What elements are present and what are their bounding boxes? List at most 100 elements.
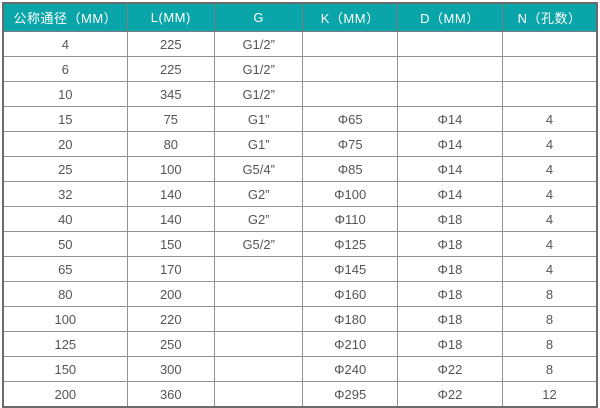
- table-row: 15 75 G1” Φ65 Φ14 4: [2, 106, 598, 132]
- table-cell: 100: [126, 156, 215, 182]
- table-cell: 345: [126, 81, 215, 107]
- table-cell: Φ160: [302, 281, 398, 307]
- table-row: 200 360 Φ295 Φ22 12: [2, 381, 598, 408]
- table-cell: Φ14: [396, 106, 504, 132]
- table-cell: [396, 31, 504, 57]
- table-row: 40 140 G2” Φ110 Φ18 4: [2, 206, 598, 232]
- table-cell: [213, 331, 304, 357]
- table-cell: 200: [2, 381, 128, 408]
- table-cell: [213, 381, 304, 408]
- table-cell: Φ75: [302, 131, 398, 157]
- table-cell: Φ22: [396, 356, 504, 382]
- column-header-g: G: [213, 2, 304, 32]
- table-cell: G1/2”: [213, 56, 304, 82]
- table-cell: G2”: [213, 206, 304, 232]
- table-cell: [502, 56, 598, 82]
- table-cell: G5/2”: [213, 231, 304, 257]
- table-cell: [213, 306, 304, 332]
- table-row: 10 345 G1/2”: [2, 81, 598, 107]
- table-body: 4 225 G1/2” 6 225 G1/2” 10 345 G1/2” 15 75 G1” Φ65 Φ1…: [2, 31, 598, 408]
- table-cell: 65: [2, 256, 128, 282]
- table-row: 125 250 Φ210 Φ18 8: [2, 331, 598, 357]
- table-cell: 100: [2, 306, 128, 332]
- table-cell: Φ145: [302, 256, 398, 282]
- table-cell: Φ22: [396, 381, 504, 408]
- table-cell: [396, 81, 504, 107]
- table-cell: 10: [2, 81, 128, 107]
- table-cell: Φ18: [396, 281, 504, 307]
- table-cell: 80: [2, 281, 128, 307]
- table-cell: [396, 56, 504, 82]
- table-cell: Φ180: [302, 306, 398, 332]
- table-cell: 360: [126, 381, 215, 408]
- table-cell: 220: [126, 306, 215, 332]
- table-cell: 4: [502, 106, 598, 132]
- table-cell: Φ110: [302, 206, 398, 232]
- table-cell: [302, 81, 398, 107]
- table-cell: 8: [502, 331, 598, 357]
- table-cell: 32: [2, 181, 128, 207]
- table-cell: Φ85: [302, 156, 398, 182]
- table-cell: 200: [126, 281, 215, 307]
- header-row: 公称通径（MM） L(MM) G K（MM） D（MM） N（孔数）: [2, 2, 598, 32]
- column-header-k: K（MM）: [302, 2, 398, 32]
- table-cell: [213, 256, 304, 282]
- table-cell: G5/4”: [213, 156, 304, 182]
- column-header-nominal-diameter: 公称通径（MM）: [2, 2, 128, 32]
- table-row: 80 200 Φ160 Φ18 8: [2, 281, 598, 307]
- table-cell: 15: [2, 106, 128, 132]
- table-cell: 8: [502, 356, 598, 382]
- table-cell: Φ295: [302, 381, 398, 408]
- table-row: 150 300 Φ240 Φ22 8: [2, 356, 598, 382]
- table-cell: G1/2”: [213, 31, 304, 57]
- table-cell: Φ14: [396, 181, 504, 207]
- table-cell: 8: [502, 306, 598, 332]
- table-row: 32 140 G2” Φ100 Φ14 4: [2, 181, 598, 207]
- table-row: 100 220 Φ180 Φ18 8: [2, 306, 598, 332]
- table-row: 20 80 G1” Φ75 Φ14 4: [2, 131, 598, 157]
- table-row: 6 225 G1/2”: [2, 56, 598, 82]
- table-cell: 250: [126, 331, 215, 357]
- table-cell: Φ18: [396, 331, 504, 357]
- table-cell: 80: [126, 131, 215, 157]
- table-cell: [213, 356, 304, 382]
- table-row: 50 150 G5/2” Φ125 Φ18 4: [2, 231, 598, 257]
- table-cell: G1”: [213, 131, 304, 157]
- table-cell: 75: [126, 106, 215, 132]
- table-cell: Φ240: [302, 356, 398, 382]
- table-cell: 50: [2, 231, 128, 257]
- table-cell: G1/2”: [213, 81, 304, 107]
- table-cell: [302, 31, 398, 57]
- table-cell: 12: [502, 381, 598, 408]
- table-cell: 140: [126, 206, 215, 232]
- table-cell: Φ210: [302, 331, 398, 357]
- table-cell: 8: [502, 281, 598, 307]
- table-cell: 300: [126, 356, 215, 382]
- table-row: 65 170 Φ145 Φ18 4: [2, 256, 598, 282]
- table-cell: 4: [502, 131, 598, 157]
- table-cell: 225: [126, 56, 215, 82]
- table-cell: Φ18: [396, 206, 504, 232]
- table-cell: 4: [502, 156, 598, 182]
- table-cell: 150: [126, 231, 215, 257]
- table-cell: Φ125: [302, 231, 398, 257]
- table-cell: 4: [502, 256, 598, 282]
- table-cell: 20: [2, 131, 128, 157]
- table-row: 4 225 G1/2”: [2, 31, 598, 57]
- table-cell: 125: [2, 331, 128, 357]
- table-cell: 4: [502, 231, 598, 257]
- table-cell: Φ18: [396, 306, 504, 332]
- column-header-l: L(MM): [126, 2, 215, 32]
- table-cell: 150: [2, 356, 128, 382]
- table-cell: Φ100: [302, 181, 398, 207]
- table-cell: Φ18: [396, 231, 504, 257]
- table-cell: G1”: [213, 106, 304, 132]
- table-cell: 40: [2, 206, 128, 232]
- table-cell: [213, 281, 304, 307]
- column-header-n: N（孔数）: [502, 2, 598, 32]
- table-row: 25 100 G5/4” Φ85 Φ14 4: [2, 156, 598, 182]
- table-cell: Φ14: [396, 156, 504, 182]
- table-cell: 4: [2, 31, 128, 57]
